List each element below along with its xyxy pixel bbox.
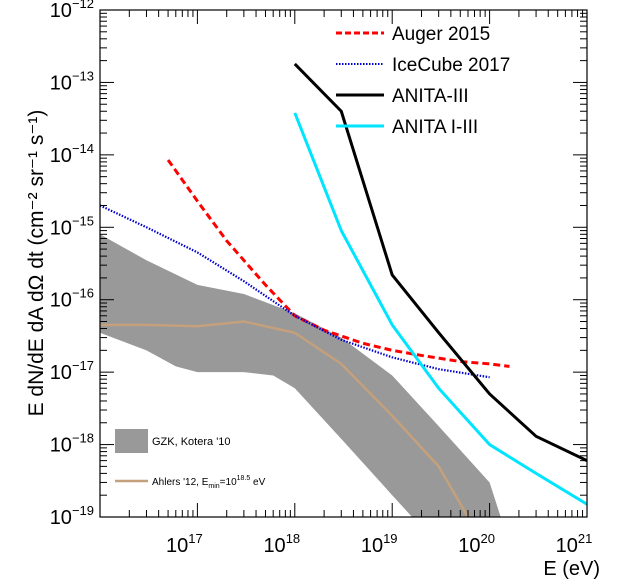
y-tick-label: 10−15 <box>50 213 94 239</box>
legend-label-auger: Auger 2015 <box>392 24 490 45</box>
legend-label-anita-i-iii: ANITA I-III <box>392 117 478 138</box>
series-line-auger-2015 <box>166 159 510 368</box>
y-tick-label: 10−14 <box>50 141 94 167</box>
legend-top: Auger 2015 IceCube 2017 ANITA-III ANITA … <box>336 24 510 138</box>
legend-label-ahlers: Ahlers '12, Emin=1018.5 eV <box>152 475 266 490</box>
legend-swatch-gzk <box>115 429 148 453</box>
y-tick-label: 10−16 <box>50 286 94 312</box>
legend-ahlers-suffix: eV <box>250 477 265 488</box>
gzk-band <box>100 234 501 517</box>
legend-ahlers-mid: =10 <box>220 477 237 488</box>
x-tick-label: 1019 <box>361 531 398 557</box>
axis-ticks: 1017 1018 1019 1020 1021 10−19 10−18 10−17 10−16… <box>50 0 593 557</box>
x-tick-label: 1020 <box>458 531 495 557</box>
y-tick-label: 10−13 <box>50 68 94 94</box>
y-axis-title: E dN/dE dA dΩ dt (cm⁻² sr⁻¹ s⁻¹) <box>25 110 48 417</box>
x-tick-label: 1017 <box>166 531 203 557</box>
legend-ahlers-sup: 18.5 <box>237 475 251 482</box>
x-tick-label: 1021 <box>556 531 593 557</box>
y-tick-label: 10−12 <box>50 0 94 22</box>
series-line-ahlers-12 <box>100 320 470 517</box>
legend-label-gzk: GZK, Kotera '10 <box>152 436 231 448</box>
x-tick-label: 1018 <box>263 531 300 557</box>
legend-label-anita-iii: ANITA-III <box>392 86 469 107</box>
series-line-icecube-2017 <box>100 204 490 379</box>
plot-area <box>100 62 587 517</box>
y-tick-label: 10−17 <box>50 358 94 384</box>
plot-frame <box>99 9 588 518</box>
y-tick-label: 10−18 <box>50 431 94 457</box>
legend-bottom: GZK, Kotera '10 Ahlers '12, Emin=1018.5 … <box>115 429 266 490</box>
series-line-anita-i-iii <box>293 112 587 506</box>
legend-ahlers-prefix: Ahlers '12, E <box>152 477 209 488</box>
legend-label-icecube: IceCube 2017 <box>392 55 510 76</box>
y-tick-label: 10−19 <box>50 503 94 529</box>
series-line-anita-iii <box>293 62 587 462</box>
legend-ahlers-sub: min <box>208 483 219 490</box>
x-axis-title: E (eV) <box>543 558 600 580</box>
